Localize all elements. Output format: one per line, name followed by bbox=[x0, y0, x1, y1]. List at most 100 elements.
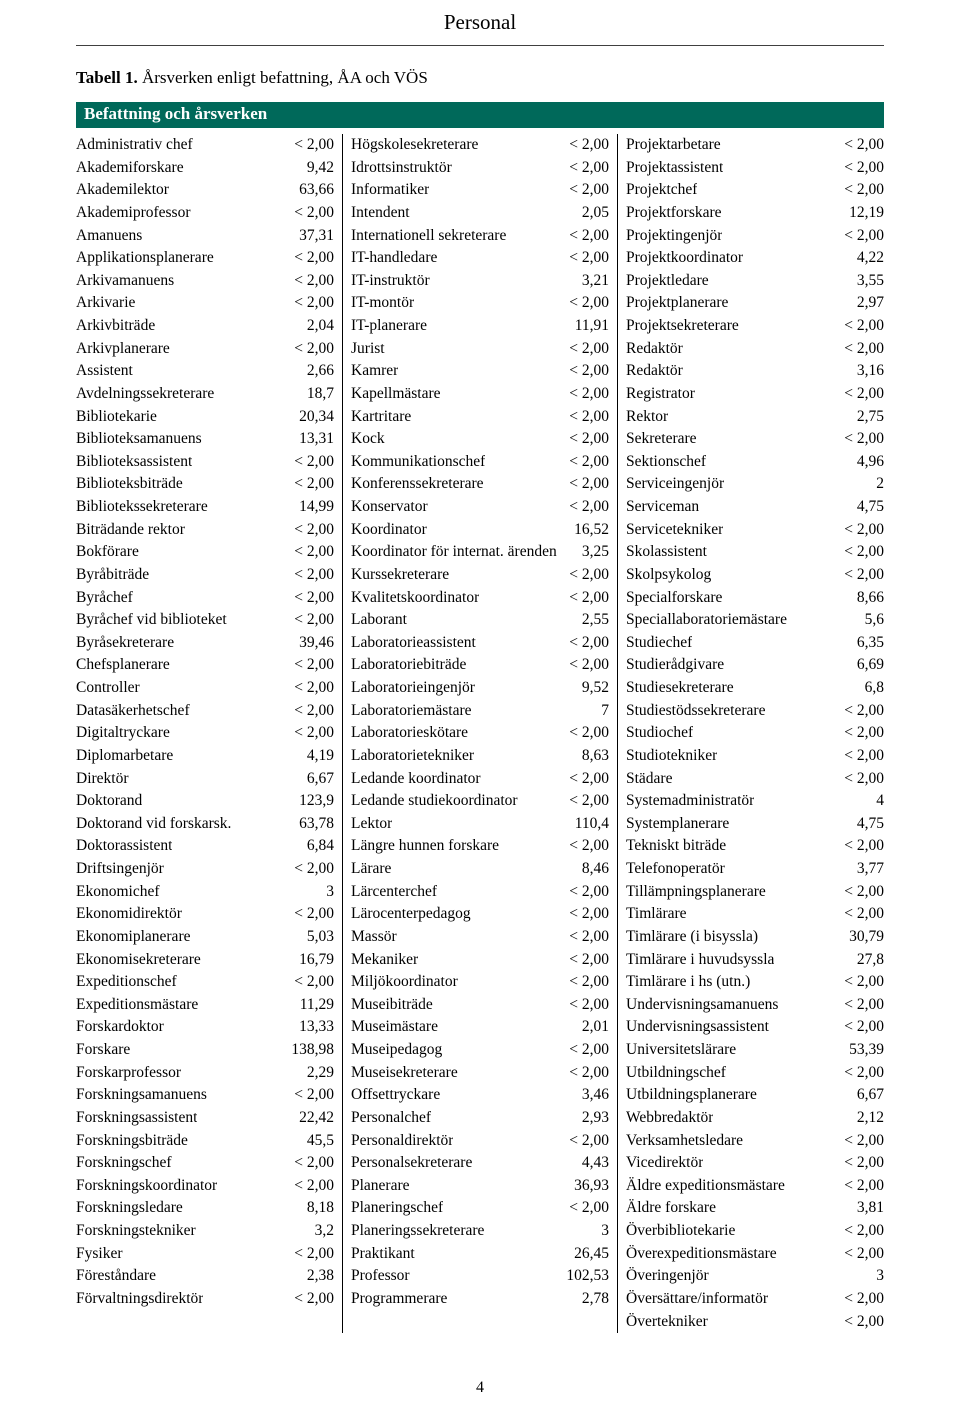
row-label: Serviceingenjör bbox=[626, 473, 724, 496]
row-label: Timlärare i hs (utn.) bbox=[626, 971, 750, 994]
row-value: 3,55 bbox=[851, 270, 884, 293]
table-row: Kvalitetskoordinator < 2,00 bbox=[351, 587, 609, 610]
table-row: Ledande studiekoordinator< 2,00 bbox=[351, 790, 609, 813]
table-row: IT-instruktör3,21 bbox=[351, 270, 609, 293]
row-label: IT-montör bbox=[351, 292, 414, 315]
row-label: Konferenssekreterare bbox=[351, 473, 484, 496]
row-label: Administrativ chef bbox=[76, 134, 193, 157]
table-row: Arkivarie< 2,00 bbox=[76, 292, 334, 315]
row-value: 4 bbox=[870, 790, 884, 813]
row-label: Fysiker bbox=[76, 1243, 123, 1266]
row-label: Lärocenterpedagog bbox=[351, 903, 471, 926]
row-value: 3,46 bbox=[576, 1084, 609, 1107]
table-row: Konferenssekreterare < 2,00 bbox=[351, 473, 609, 496]
row-value: 39,46 bbox=[293, 632, 334, 655]
row-value: < 2,00 bbox=[288, 609, 334, 632]
table-row: Jurist< 2,00 bbox=[351, 338, 609, 361]
row-value: < 2,00 bbox=[288, 338, 334, 361]
table-row: Serviceingenjör2 bbox=[626, 473, 884, 496]
table-row: Laboratorieassistent< 2,00 bbox=[351, 632, 609, 655]
row-value: < 2,00 bbox=[838, 1130, 884, 1153]
table-row: IT-montör< 2,00 bbox=[351, 292, 609, 315]
row-value: < 2,00 bbox=[563, 225, 609, 248]
table-row: Mekaniker< 2,00 bbox=[351, 949, 609, 972]
row-value: < 2,00 bbox=[563, 722, 609, 745]
row-label: Specialforskare bbox=[626, 587, 722, 610]
table-row: Forskningsledare8,18 bbox=[76, 1197, 334, 1220]
row-label: Överingenjör bbox=[626, 1265, 709, 1288]
row-label: Redaktör bbox=[626, 360, 683, 383]
row-label: Biblioteksbiträde bbox=[76, 473, 183, 496]
row-value: 2,05 bbox=[576, 202, 609, 225]
row-value: 63,66 bbox=[293, 179, 334, 202]
row-value: 14,99 bbox=[293, 496, 334, 519]
row-value: < 2,00 bbox=[838, 881, 884, 904]
table-row: Tillämpningsplanerare< 2,00 bbox=[626, 881, 884, 904]
table-row: Byråbiträde< 2,00 bbox=[76, 564, 334, 587]
row-value: 2,93 bbox=[576, 1107, 609, 1130]
table-row: Universitetslärare53,39 bbox=[626, 1039, 884, 1062]
row-value: < 2,00 bbox=[838, 1062, 884, 1085]
row-label: Applikationsplanerare bbox=[76, 247, 214, 270]
table-row: Forskningskoordinator< 2,00 bbox=[76, 1175, 334, 1198]
row-label: Systemplanerare bbox=[626, 813, 729, 836]
row-label: Museipedagog bbox=[351, 1039, 442, 1062]
row-value: 2,66 bbox=[301, 360, 334, 383]
table-row: Systemadministratör4 bbox=[626, 790, 884, 813]
row-label: Övertekniker bbox=[626, 1311, 708, 1334]
row-value: < 2,00 bbox=[563, 926, 609, 949]
row-value: < 2,00 bbox=[838, 338, 884, 361]
row-label: Äldre forskare bbox=[626, 1197, 716, 1220]
row-value: < 2,00 bbox=[563, 1062, 609, 1085]
row-label: Datasäkerhetschef bbox=[76, 700, 190, 723]
row-value: 4,75 bbox=[851, 496, 884, 519]
row-value: 3,81 bbox=[851, 1197, 884, 1220]
row-label: Arkivarie bbox=[76, 292, 135, 315]
row-label: Jurist bbox=[351, 338, 385, 361]
table-row: Byråchef< 2,00 bbox=[76, 587, 334, 610]
row-label: IT-planerare bbox=[351, 315, 427, 338]
table-row: Laborant2,55 bbox=[351, 609, 609, 632]
table-row: Lärocenterpedagog< 2,00 bbox=[351, 903, 609, 926]
table-row: Översättare/informatör< 2,00 bbox=[626, 1288, 884, 1311]
table-row: Akademilektor63,66 bbox=[76, 179, 334, 202]
row-value: < 2,00 bbox=[288, 654, 334, 677]
table-row: Längre hunnen forskare< 2,00 bbox=[351, 835, 609, 858]
row-value: < 2,00 bbox=[563, 406, 609, 429]
row-label: Forskningstekniker bbox=[76, 1220, 196, 1243]
row-label: Biträdande rektor bbox=[76, 519, 185, 542]
row-label: Timlärare i huvudsyssla bbox=[626, 949, 774, 972]
row-label: Rektor bbox=[626, 406, 668, 429]
row-value: 6,67 bbox=[851, 1084, 884, 1107]
row-value: < 2,00 bbox=[563, 564, 609, 587]
row-label: Projektforskare bbox=[626, 202, 722, 225]
row-value: < 2,00 bbox=[288, 700, 334, 723]
row-value: 4,75 bbox=[851, 813, 884, 836]
row-label: Kvalitetskoordinator bbox=[351, 587, 479, 610]
page-title: Personal bbox=[76, 10, 884, 35]
table-row: Forskningstekniker3,2 bbox=[76, 1220, 334, 1243]
row-label: Laboratoriebiträde bbox=[351, 654, 466, 677]
row-value: < 2,00 bbox=[288, 270, 334, 293]
row-value: < 2,00 bbox=[288, 1084, 334, 1107]
row-value: < 2,00 bbox=[563, 587, 609, 610]
table-row: Arkivamanuens < 2,00 bbox=[76, 270, 334, 293]
row-value: < 2,00 bbox=[288, 473, 334, 496]
row-value: 138,98 bbox=[285, 1039, 334, 1062]
row-value: < 2,00 bbox=[563, 473, 609, 496]
row-value: 3,77 bbox=[851, 858, 884, 881]
table-row: Studiesekreterare6,8 bbox=[626, 677, 884, 700]
table-row: Projektledare3,55 bbox=[626, 270, 884, 293]
row-value: < 2,00 bbox=[838, 179, 884, 202]
row-value: 8,66 bbox=[851, 587, 884, 610]
row-value: 36,93 bbox=[568, 1175, 609, 1198]
row-label: Arkivamanuens bbox=[76, 270, 174, 293]
row-label: Studiesekreterare bbox=[626, 677, 734, 700]
row-label: Miljökoordinator bbox=[351, 971, 458, 994]
row-value: < 2,00 bbox=[288, 451, 334, 474]
row-label: Projektarbetare bbox=[626, 134, 721, 157]
table-row: Ekonomisekreterare16,79 bbox=[76, 949, 334, 972]
row-label: Föreståndare bbox=[76, 1265, 156, 1288]
table-row: Projektarbetare< 2,00 bbox=[626, 134, 884, 157]
row-label: Kurssekreterare bbox=[351, 564, 449, 587]
